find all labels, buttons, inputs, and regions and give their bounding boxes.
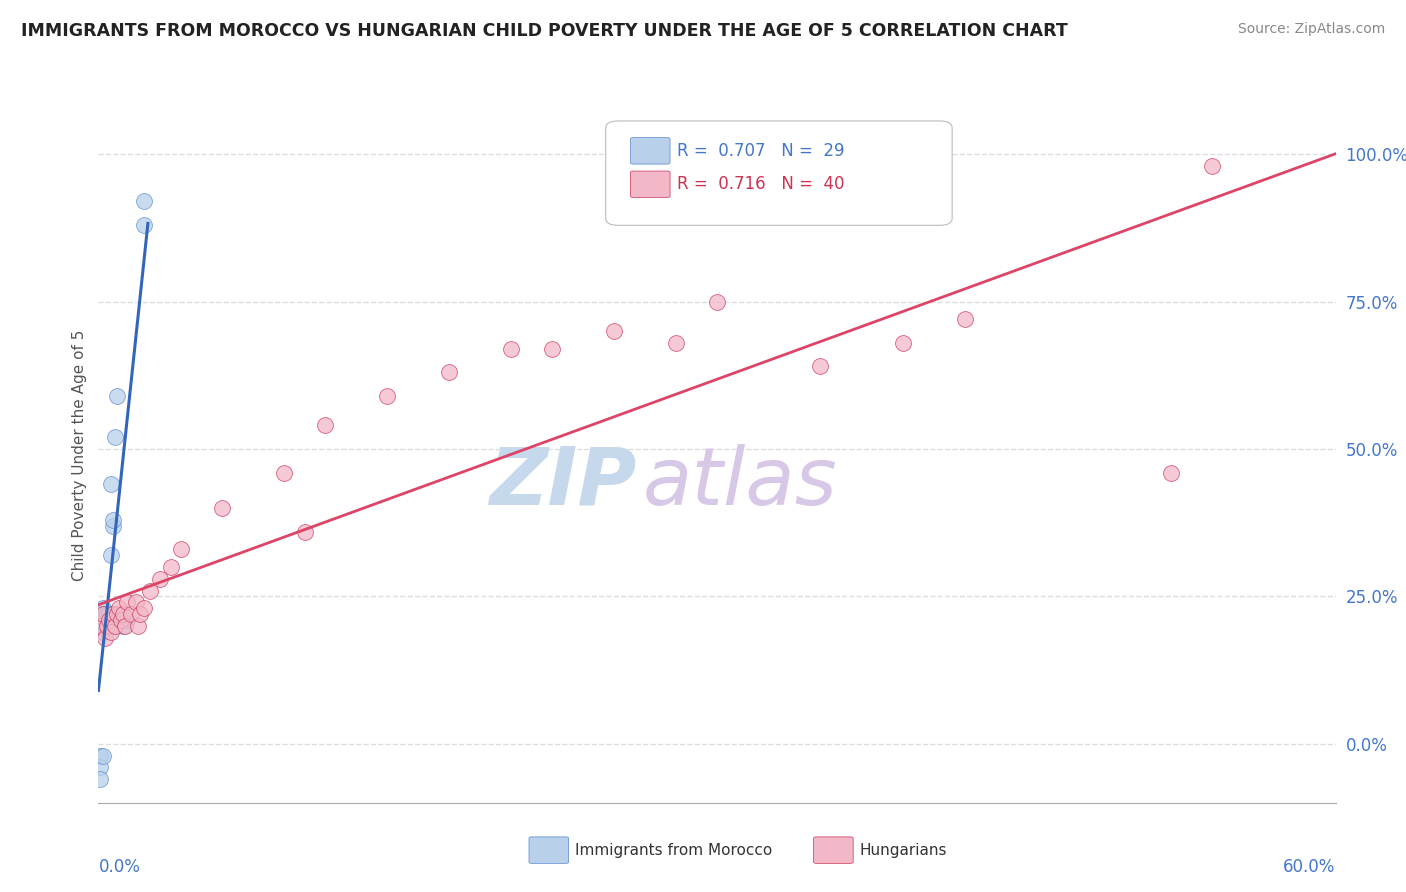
Point xyxy=(294,524,316,539)
Point xyxy=(91,607,114,621)
Point xyxy=(170,542,193,557)
Text: R =  0.707   N =  29: R = 0.707 N = 29 xyxy=(678,142,845,160)
Point xyxy=(91,613,114,627)
FancyBboxPatch shape xyxy=(529,837,568,863)
FancyBboxPatch shape xyxy=(606,121,952,226)
Point xyxy=(314,418,336,433)
Point xyxy=(89,613,111,627)
Point xyxy=(114,619,136,633)
Point xyxy=(132,194,155,209)
Point xyxy=(100,624,122,639)
Point xyxy=(665,335,688,350)
Point xyxy=(91,624,114,639)
Point xyxy=(891,335,914,350)
Point xyxy=(953,312,976,326)
Point xyxy=(603,324,626,338)
Point xyxy=(104,430,127,444)
Point xyxy=(66,755,89,769)
Point xyxy=(211,500,233,515)
Point xyxy=(91,619,114,633)
Point xyxy=(100,548,122,562)
Point xyxy=(112,619,135,633)
Point xyxy=(132,601,155,615)
Point xyxy=(89,607,111,621)
Point xyxy=(127,619,149,633)
Text: ZIP: ZIP xyxy=(489,443,637,522)
Point xyxy=(706,294,728,309)
Point xyxy=(97,613,120,627)
Point xyxy=(101,513,124,527)
Point xyxy=(89,760,111,774)
Point xyxy=(89,619,111,633)
Point xyxy=(159,560,181,574)
Point xyxy=(117,595,139,609)
Point xyxy=(97,607,120,621)
Point xyxy=(93,607,115,621)
Point xyxy=(105,389,128,403)
Point xyxy=(541,342,564,356)
Point xyxy=(93,613,115,627)
Point xyxy=(101,607,124,621)
FancyBboxPatch shape xyxy=(630,171,671,197)
Text: 60.0%: 60.0% xyxy=(1284,858,1336,877)
Point xyxy=(139,583,162,598)
Point xyxy=(97,619,120,633)
Point xyxy=(101,518,124,533)
Point xyxy=(93,631,115,645)
Point xyxy=(96,619,118,633)
FancyBboxPatch shape xyxy=(630,137,671,164)
Point xyxy=(112,607,135,621)
Point xyxy=(96,607,118,621)
Point xyxy=(120,607,142,621)
Point xyxy=(1160,466,1182,480)
Point xyxy=(105,607,128,621)
Point xyxy=(808,359,831,374)
Text: Hungarians: Hungarians xyxy=(859,843,946,857)
Point xyxy=(132,218,155,232)
Point xyxy=(91,607,114,621)
Point xyxy=(108,601,131,615)
Point xyxy=(93,619,115,633)
Text: R =  0.716   N =  40: R = 0.716 N = 40 xyxy=(678,175,845,194)
Text: Immigrants from Morocco: Immigrants from Morocco xyxy=(575,843,772,857)
Point xyxy=(89,619,111,633)
Text: IMMIGRANTS FROM MOROCCO VS HUNGARIAN CHILD POVERTY UNDER THE AGE OF 5 CORRELATIO: IMMIGRANTS FROM MOROCCO VS HUNGARIAN CHI… xyxy=(21,22,1067,40)
Point xyxy=(437,365,460,379)
Point xyxy=(1201,159,1223,173)
Y-axis label: Child Poverty Under the Age of 5: Child Poverty Under the Age of 5 xyxy=(72,329,87,581)
Text: 0.0%: 0.0% xyxy=(98,858,141,877)
Point xyxy=(273,466,295,480)
Text: Source: ZipAtlas.com: Source: ZipAtlas.com xyxy=(1237,22,1385,37)
Point xyxy=(100,477,122,491)
Point xyxy=(104,619,127,633)
Point xyxy=(375,389,398,403)
Point xyxy=(128,607,150,621)
FancyBboxPatch shape xyxy=(814,837,853,863)
Point xyxy=(91,748,114,763)
Text: atlas: atlas xyxy=(643,443,838,522)
Point xyxy=(149,572,172,586)
Point xyxy=(110,613,132,627)
Point xyxy=(89,748,111,763)
Point xyxy=(89,772,111,787)
Point xyxy=(499,342,522,356)
Point xyxy=(117,613,139,627)
Point xyxy=(124,595,146,609)
Point xyxy=(96,619,118,633)
Point xyxy=(91,601,114,615)
